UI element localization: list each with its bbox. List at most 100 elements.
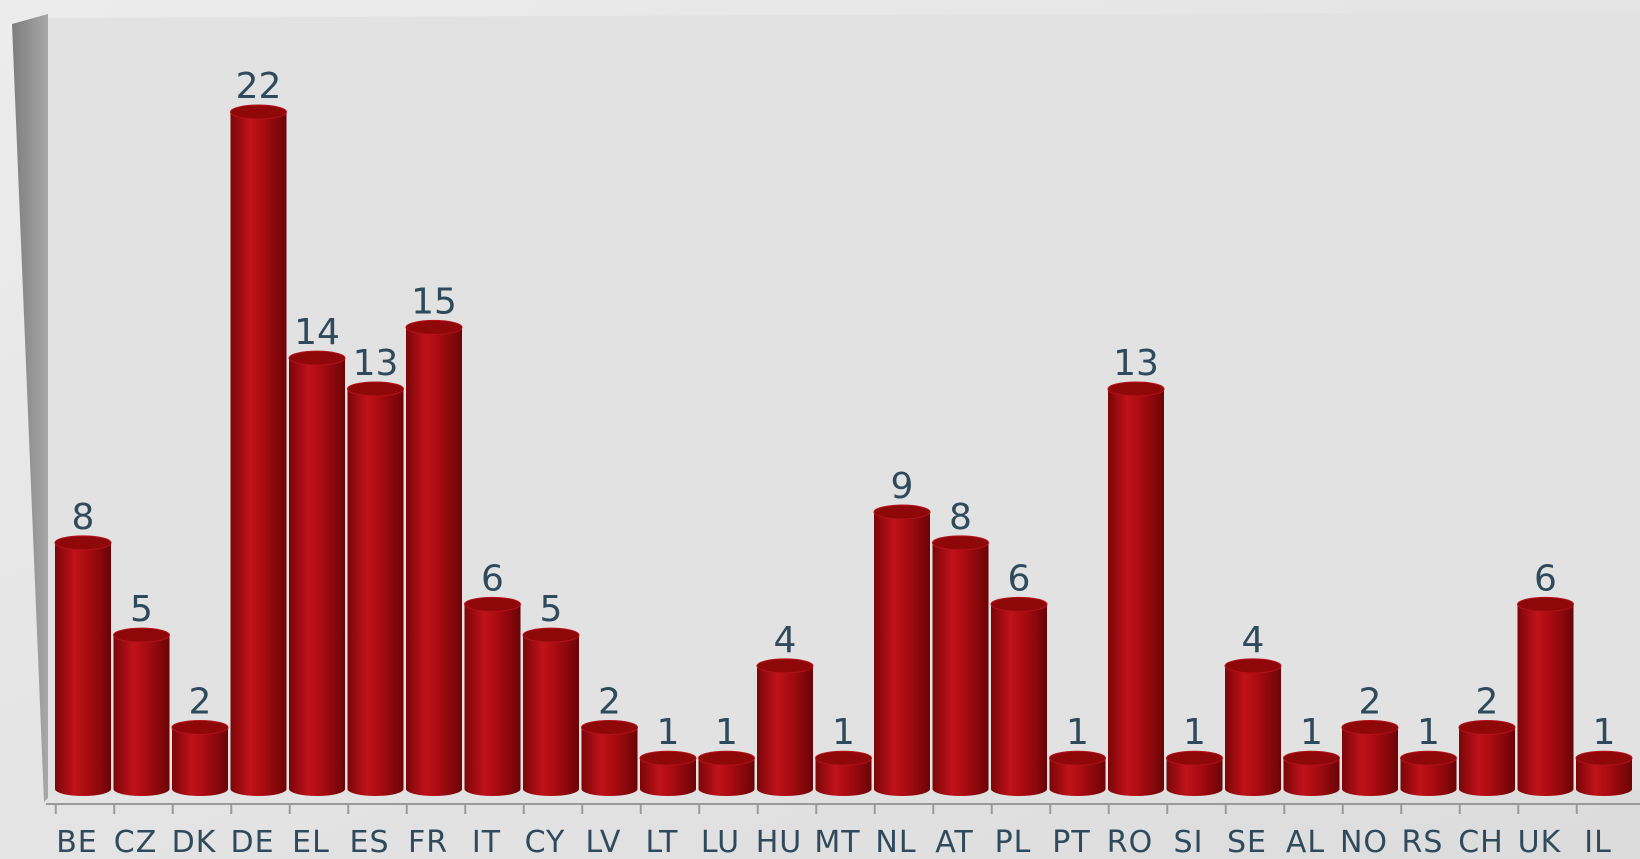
- bar-body: [991, 604, 1047, 796]
- value-label: 15: [411, 281, 457, 322]
- value-label: 1: [832, 712, 855, 753]
- bar-lt: [639, 750, 697, 796]
- value-label: 8: [949, 497, 972, 538]
- bar-body: [932, 542, 989, 797]
- x-tick-label: LV: [586, 825, 622, 859]
- bar-top-cap: [990, 596, 1048, 612]
- value-label: 2: [1359, 681, 1382, 722]
- x-axis-ticks: [54, 804, 1578, 814]
- x-tick-label: EL: [292, 825, 330, 859]
- bar-top-cap: [171, 719, 229, 735]
- bar-top-cap: [815, 750, 872, 766]
- bar-body: [1400, 758, 1457, 797]
- value-label: 4: [774, 620, 797, 661]
- bar-top-cap: [639, 750, 697, 766]
- bar-no: [1341, 719, 1399, 796]
- bar-top-cap: [54, 535, 112, 551]
- value-label: 6: [481, 558, 504, 599]
- bar-se: [1224, 658, 1282, 796]
- bar-top-cap: [464, 596, 521, 612]
- x-tick-label: CZ: [114, 825, 158, 859]
- bar-hu: [756, 658, 814, 796]
- bar-top-cap: [405, 319, 463, 335]
- bar-it: [464, 596, 521, 797]
- value-label: 14: [294, 312, 340, 353]
- bar-cy: [522, 627, 580, 796]
- bar-body: [1283, 758, 1340, 797]
- value-label: 6: [1008, 558, 1031, 599]
- value-label: 2: [1476, 681, 1499, 722]
- bar-top-cap: [698, 750, 755, 766]
- x-tick-label: HU: [756, 825, 803, 859]
- x-tick-label: AT: [935, 825, 974, 859]
- bar-top-cap: [1517, 596, 1574, 612]
- x-tick-label: ES: [350, 825, 390, 859]
- bar-el: [288, 350, 346, 796]
- value-label: 22: [236, 66, 282, 107]
- value-label: 6: [1534, 558, 1557, 599]
- x-tick-label: IT: [472, 825, 501, 859]
- bar-body: [1459, 727, 1515, 796]
- bar-al: [1283, 750, 1340, 797]
- value-label: 1: [1593, 712, 1616, 753]
- bar-fr: [405, 319, 463, 796]
- bar-rs: [1400, 750, 1457, 797]
- bar-es: [347, 381, 404, 797]
- bar-pl: [990, 596, 1048, 796]
- x-tick-label: IL: [1584, 825, 1612, 859]
- value-label: 13: [1113, 343, 1159, 384]
- bar-body: [874, 512, 930, 796]
- bar-top-cap: [347, 381, 404, 397]
- bar-body: [289, 358, 345, 796]
- x-tick-label: NO: [1340, 825, 1388, 859]
- x-tick-label: FR: [408, 825, 448, 859]
- x-tick-label: SI: [1174, 825, 1204, 859]
- value-label: 9: [891, 466, 914, 507]
- bar-uk: [1517, 596, 1574, 797]
- bar-body: [230, 112, 287, 797]
- bar-top-cap: [1575, 750, 1633, 766]
- x-tick-label: PT: [1052, 825, 1090, 859]
- bar-de: [230, 104, 287, 797]
- value-label: 13: [353, 343, 399, 384]
- x-tick-label: CY: [525, 825, 566, 859]
- bar-body: [523, 635, 579, 796]
- bar-lv: [581, 719, 638, 797]
- bar-body: [406, 327, 462, 796]
- bar-body: [1225, 665, 1281, 796]
- bar-body: [113, 635, 170, 797]
- bar-si: [1166, 750, 1223, 797]
- x-tick-labels: BE CZ DK DE EL ES FR IT CY LV LT LU HU MT NL AT PL PT RO SI…: [56, 825, 1612, 859]
- bar-pt: [1049, 750, 1106, 797]
- back-wall: [48, 12, 1640, 795]
- bar-top-cap: [1166, 750, 1223, 766]
- bar-ch: [1458, 719, 1516, 796]
- bar-be: [54, 535, 112, 796]
- x-tick-label: DE: [230, 825, 274, 859]
- value-label: 8: [72, 497, 95, 538]
- bar-body: [55, 542, 111, 796]
- value-label: 1: [1183, 712, 1206, 753]
- bar-body: [172, 727, 228, 796]
- bar-top-cap: [113, 627, 170, 643]
- value-label: 1: [1066, 712, 1089, 753]
- bar-dk: [171, 719, 229, 796]
- value-label: 4: [1242, 620, 1265, 661]
- x-tick-label: LU: [701, 825, 740, 859]
- bar-at: [932, 535, 989, 797]
- bar-top-cap: [288, 350, 346, 366]
- bar-body: [581, 727, 638, 797]
- x-tick-label: AL: [1286, 825, 1325, 859]
- bar-body: [347, 388, 404, 797]
- bar-top-cap: [522, 627, 580, 643]
- value-label: 1: [1300, 712, 1323, 753]
- bars: [54, 104, 1633, 797]
- value-label: 1: [657, 712, 680, 753]
- bar-ro: [1107, 381, 1165, 796]
- bar-body: [815, 758, 872, 797]
- bar-body: [1049, 758, 1106, 797]
- bar-top-cap: [873, 504, 931, 520]
- bar-top-cap: [1049, 750, 1106, 766]
- bar-top-cap: [1107, 381, 1165, 397]
- x-tick-label: DK: [172, 825, 217, 859]
